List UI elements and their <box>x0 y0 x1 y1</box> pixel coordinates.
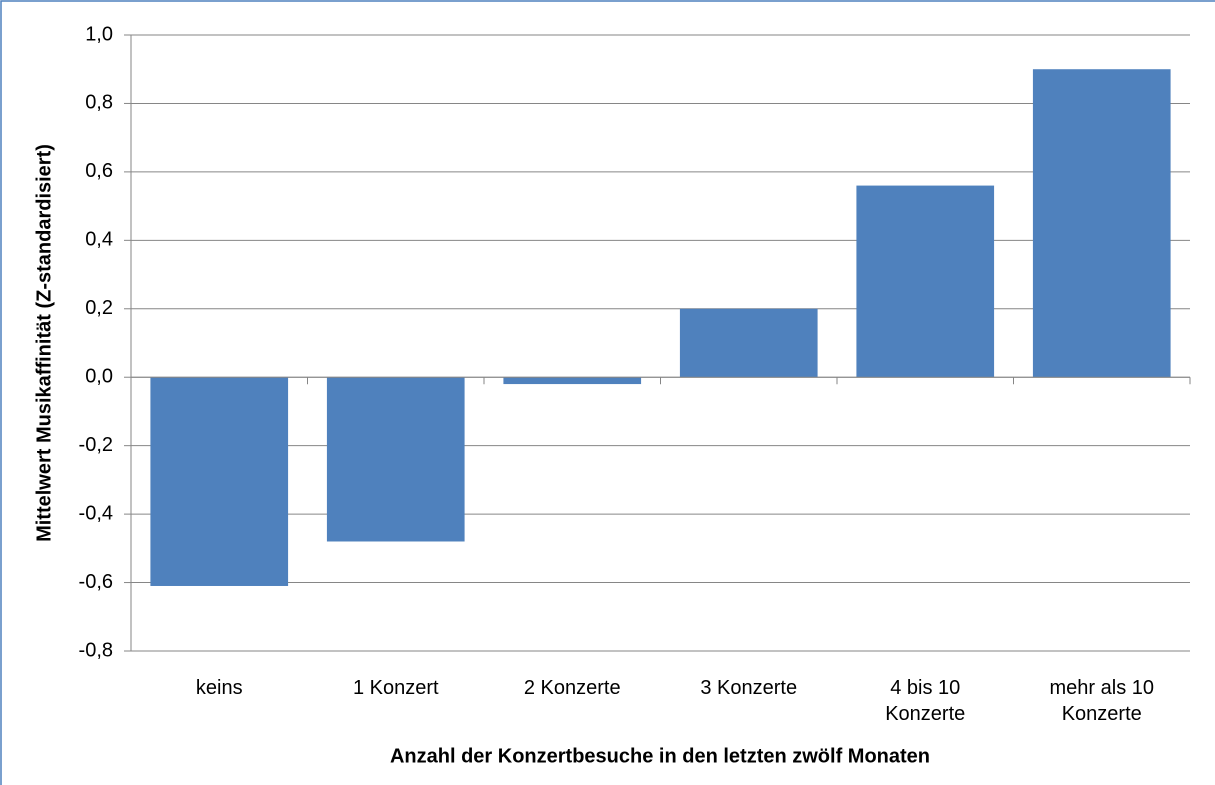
x-tick-label: 1 Konzert <box>352 677 439 699</box>
x-tick-label: 3 Konzerte <box>700 677 798 699</box>
y-tick-label: -0,4 <box>79 502 113 524</box>
bar <box>679 308 818 378</box>
x-tick-label: 4 bis 10 Konzerte <box>885 677 966 725</box>
bar <box>503 377 642 385</box>
x-tick-label: 2 Konzerte <box>523 677 621 699</box>
y-tick-label: -0,8 <box>79 639 113 661</box>
y-tick-label: 0,4 <box>85 229 113 251</box>
y-tick-label: 0,0 <box>85 366 113 388</box>
bar <box>1032 69 1171 378</box>
x-tick-label: keins <box>195 677 243 699</box>
bar <box>856 185 995 378</box>
y-tick-label: 1,0 <box>85 23 113 45</box>
y-tick-label: 0,8 <box>85 92 113 114</box>
y-tick-label: 0,6 <box>85 160 113 182</box>
y-axis-title: Mittelwert Musikaffinität (Z-standardisi… <box>33 144 55 542</box>
y-tick-label: -0,6 <box>79 571 113 593</box>
y-tick-label: -0,2 <box>79 434 113 456</box>
y-tick-label: 0,2 <box>85 297 113 319</box>
x-axis-title: Anzahl der Konzertbesuche in den letzten… <box>390 745 930 767</box>
x-tick-label: mehr als 10 Konzerte <box>1049 677 1155 725</box>
bar <box>326 377 465 542</box>
bar <box>150 377 289 586</box>
